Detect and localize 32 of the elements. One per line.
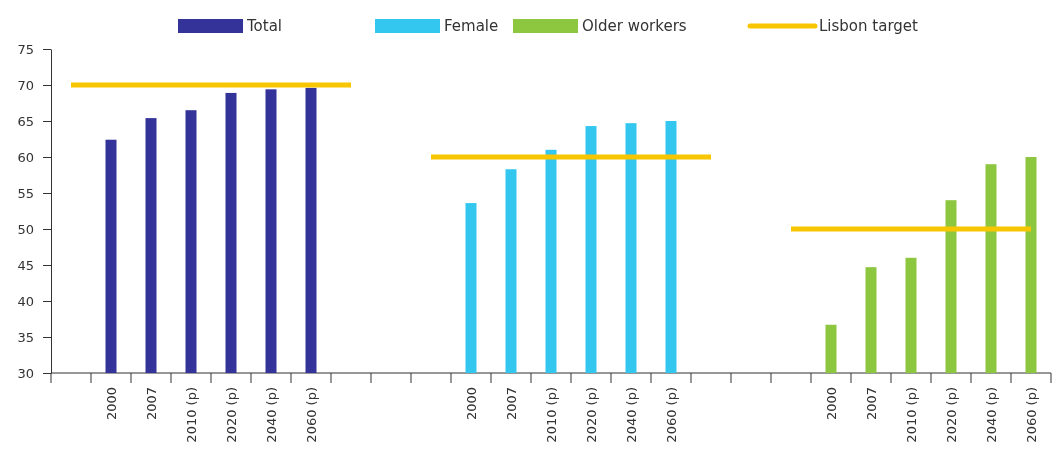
x-tick-label: 2000 <box>104 387 119 421</box>
legend-label: Total <box>246 17 283 35</box>
x-tick-label: 2040 (p) <box>624 387 639 443</box>
x-tick-label: 2010 (p) <box>544 387 559 443</box>
x-tick-label: 2000 <box>824 387 839 421</box>
x-tick-label: 2060 (p) <box>1024 387 1039 443</box>
x-tick-label: 2010 (p) <box>184 387 199 443</box>
x-tick-label: 2007 <box>864 387 879 421</box>
y-tick-label: 45 <box>17 257 34 273</box>
x-tick-label: 2020 (p) <box>944 387 959 443</box>
x-tick-label: 2020 (p) <box>224 387 239 443</box>
y-tick-label: 55 <box>17 185 34 201</box>
x-tick-label: 2040 (p) <box>984 387 999 443</box>
x-tick-label: 2007 <box>144 387 159 421</box>
x-tick-label: 2020 (p) <box>584 387 599 443</box>
legend-label: Older workers <box>582 17 687 35</box>
x-tick-label: 2060 (p) <box>304 387 319 443</box>
y-tick-label: 75 <box>17 41 34 57</box>
legend-label: Lisbon target <box>819 17 919 35</box>
y-tick-label: 40 <box>17 293 34 309</box>
x-tick-label: 2040 (p) <box>264 387 279 443</box>
y-tick-label: 70 <box>17 77 34 93</box>
y-tick-label: 35 <box>17 329 34 345</box>
x-tick-label: 2007 <box>504 387 519 421</box>
y-tick-label: 65 <box>17 113 34 129</box>
x-tick-label: 2010 (p) <box>904 387 919 443</box>
legend-label: Female <box>444 17 499 35</box>
y-tick-label: 30 <box>17 365 34 381</box>
x-tick-label: 2060 (p) <box>664 387 679 443</box>
y-tick-label: 60 <box>17 149 34 165</box>
y-tick-label: 50 <box>17 221 34 237</box>
x-tick-label: 2000 <box>464 387 479 421</box>
